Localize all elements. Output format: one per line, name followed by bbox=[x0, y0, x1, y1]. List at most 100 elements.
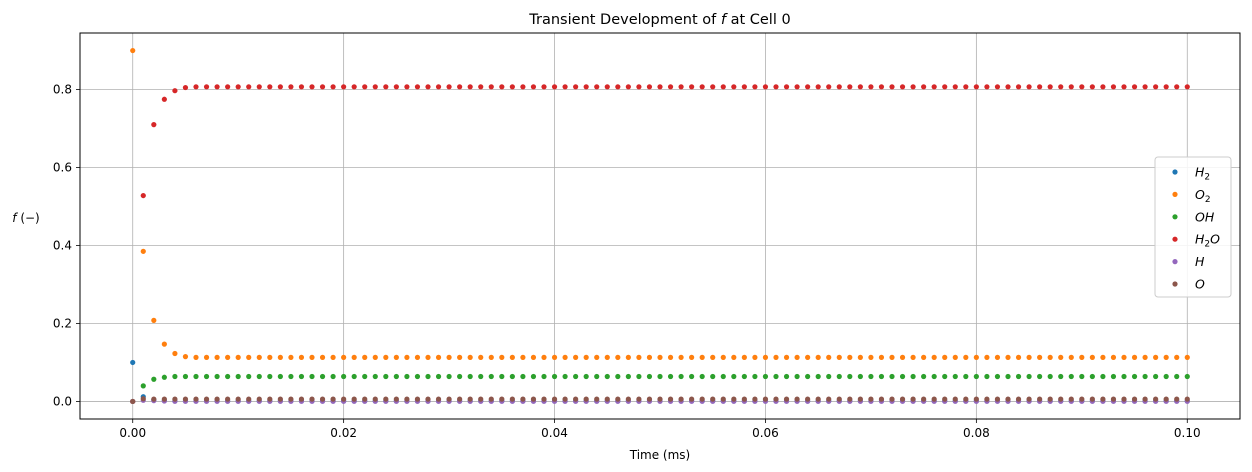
data-point bbox=[657, 396, 663, 402]
data-point bbox=[467, 354, 473, 360]
legend: H2 O2 OH H2O HO bbox=[1154, 156, 1232, 298]
data-point bbox=[847, 396, 853, 402]
data-point bbox=[509, 84, 515, 90]
data-point bbox=[288, 396, 294, 402]
data-point bbox=[478, 354, 484, 360]
data-point bbox=[1047, 373, 1053, 380]
data-point bbox=[973, 354, 979, 360]
data-point bbox=[1184, 354, 1190, 360]
data-point bbox=[478, 373, 484, 380]
legend-marker bbox=[1172, 236, 1178, 242]
data-point bbox=[1131, 84, 1138, 90]
legend-label: H bbox=[1195, 254, 1205, 269]
data-point bbox=[783, 354, 790, 360]
data-point bbox=[604, 373, 610, 380]
data-point bbox=[783, 396, 790, 402]
data-point bbox=[805, 396, 811, 402]
data-point bbox=[298, 354, 305, 360]
data-point bbox=[1153, 396, 1159, 402]
data-point bbox=[235, 354, 241, 360]
data-point bbox=[1068, 373, 1074, 380]
data-point bbox=[889, 354, 895, 360]
data-point bbox=[794, 84, 800, 90]
data-point bbox=[509, 396, 515, 402]
data-point bbox=[942, 396, 948, 402]
data-point bbox=[256, 373, 262, 380]
data-point bbox=[710, 84, 716, 90]
data-point bbox=[1015, 396, 1022, 402]
data-point bbox=[1153, 354, 1159, 360]
data-point bbox=[899, 373, 906, 380]
data-point bbox=[203, 84, 210, 90]
data-point bbox=[151, 376, 157, 382]
data-point bbox=[963, 354, 969, 360]
data-point bbox=[741, 396, 747, 402]
data-point bbox=[794, 373, 800, 380]
data-point bbox=[973, 373, 979, 380]
data-point bbox=[425, 354, 431, 360]
data-point bbox=[1131, 373, 1138, 380]
data-point bbox=[667, 84, 674, 90]
legend-marker bbox=[1172, 259, 1178, 265]
data-point bbox=[520, 354, 526, 360]
data-point bbox=[319, 84, 326, 90]
data-point bbox=[1037, 354, 1043, 360]
data-point bbox=[161, 341, 167, 347]
data-point bbox=[794, 354, 800, 360]
data-point bbox=[921, 84, 927, 90]
data-point bbox=[699, 354, 705, 360]
data-point bbox=[288, 84, 294, 90]
data-point bbox=[636, 84, 642, 90]
data-point bbox=[499, 396, 505, 402]
data-point bbox=[383, 354, 389, 360]
legend-marker bbox=[1172, 281, 1178, 287]
data-point bbox=[1121, 396, 1127, 402]
data-point bbox=[646, 396, 653, 402]
data-point bbox=[1163, 373, 1169, 380]
data-point bbox=[1058, 373, 1064, 380]
data-point bbox=[446, 396, 452, 402]
data-point bbox=[488, 373, 494, 380]
legend-label: OH bbox=[1195, 209, 1215, 224]
data-point bbox=[583, 84, 589, 90]
data-point bbox=[1037, 84, 1043, 90]
data-point bbox=[826, 84, 832, 90]
legend-label: O bbox=[1195, 277, 1205, 292]
data-point bbox=[625, 84, 631, 90]
data-point bbox=[604, 396, 610, 402]
x-tick-label: 0.00 bbox=[119, 426, 146, 440]
data-point bbox=[984, 84, 990, 90]
data-point bbox=[984, 373, 990, 380]
data-point bbox=[646, 354, 653, 360]
data-point bbox=[594, 354, 600, 360]
data-point bbox=[467, 84, 473, 90]
data-point bbox=[383, 84, 389, 90]
data-point bbox=[657, 373, 663, 380]
data-point bbox=[1110, 84, 1117, 90]
data-point bbox=[773, 354, 779, 360]
data-point bbox=[826, 354, 832, 360]
data-point bbox=[720, 354, 726, 360]
data-point bbox=[1005, 396, 1011, 402]
data-point bbox=[425, 373, 431, 380]
data-point bbox=[1163, 396, 1169, 402]
data-point bbox=[372, 354, 378, 360]
data-point bbox=[1110, 396, 1117, 402]
data-point bbox=[1110, 373, 1117, 380]
data-point bbox=[720, 373, 726, 380]
data-point bbox=[667, 373, 674, 380]
data-point bbox=[1079, 396, 1085, 402]
data-point bbox=[1174, 84, 1180, 90]
legend-label: O2 bbox=[1195, 187, 1211, 205]
data-point bbox=[151, 396, 157, 402]
x-axis-title: Time (ms) bbox=[629, 448, 691, 462]
data-point bbox=[182, 354, 189, 360]
data-point bbox=[288, 373, 294, 380]
data-point bbox=[604, 84, 610, 90]
data-point bbox=[414, 84, 421, 90]
data-point bbox=[309, 354, 315, 360]
data-point bbox=[151, 122, 157, 128]
data-point bbox=[551, 396, 558, 402]
x-tick-label: 0.04 bbox=[541, 426, 568, 440]
data-point bbox=[1026, 396, 1032, 402]
